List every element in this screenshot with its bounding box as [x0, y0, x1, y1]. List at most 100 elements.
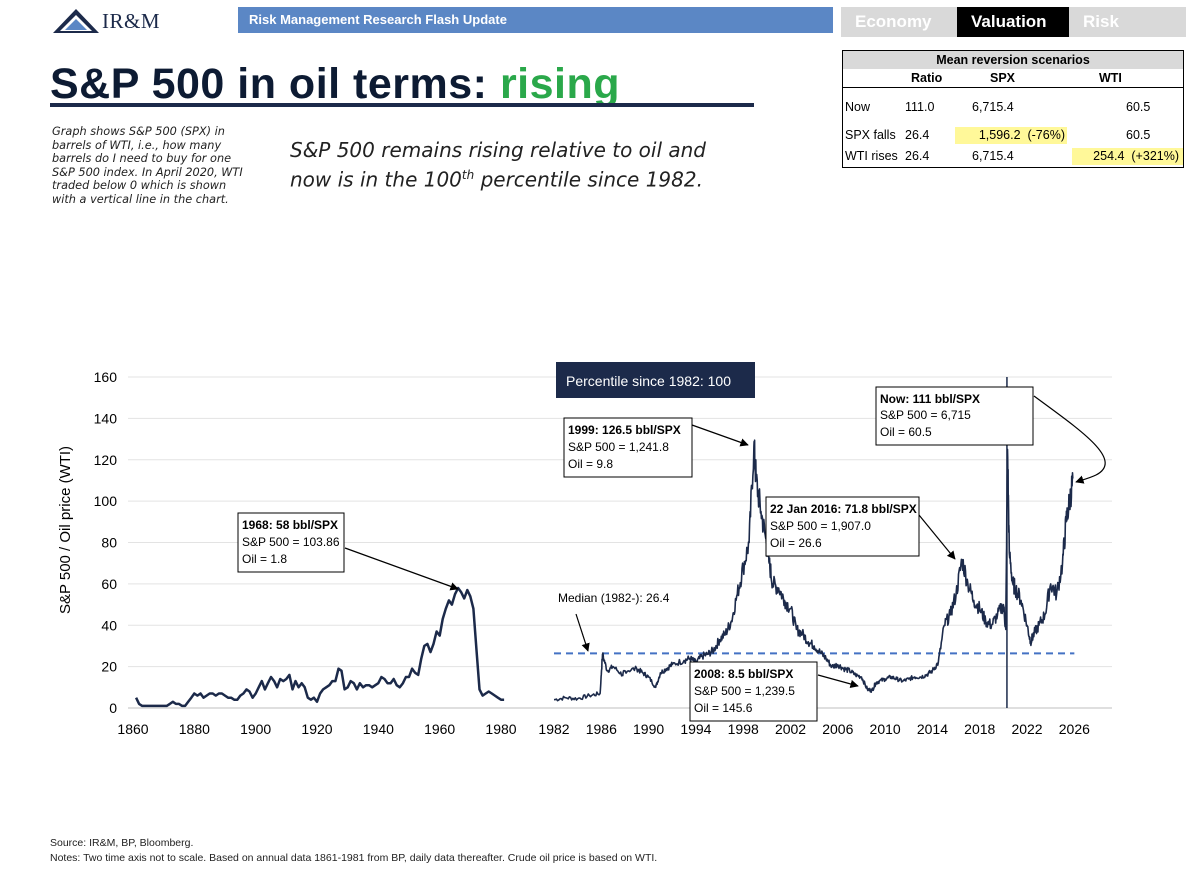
annotation-2008: 2008: 8.5 bbl/SPX S&P 500 = 1,239.5 Oil … [689, 661, 859, 722]
x-tick-label: 2002 [775, 721, 806, 737]
y-axis-ticks: 0 20 40 60 80 100 120 140 160 [94, 369, 118, 716]
headline: S&P 500 remains rising relative to oil a… [290, 138, 810, 193]
median-arrow [575, 613, 590, 652]
row-spx-falls-ratio: 26.4 [905, 128, 930, 142]
annotation-1968: 1968: 58 bbl/SPX S&P 500 = 103.86 Oil = … [237, 512, 459, 591]
annotation-1999-line-1: S&P 500 = 1,241.8 [568, 440, 669, 454]
y-tick-label: 160 [94, 369, 118, 385]
col-header-spx: SPX [990, 71, 1016, 85]
headline-line-2-pre: now is in the 100 [290, 167, 462, 192]
annotation-2008-line-2: Oil = 145.6 [694, 701, 753, 715]
row-now-ratio: 111.0 [905, 100, 935, 114]
annotation-2016: 22 Jan 2016: 71.8 bbl/SPX S&P 500 = 1,90… [765, 496, 956, 560]
scenario-table-header: Ratio SPX WTI [843, 70, 1183, 88]
x-tick-label: 2018 [964, 721, 995, 737]
row-spx-falls-wti: 60.5 [1126, 128, 1151, 142]
y-tick-label: 40 [101, 617, 117, 633]
x-tick-label: 1880 [179, 721, 210, 737]
x-tick-label: 1982 [538, 721, 569, 737]
annotation-now-line-2: Oil = 60.5 [880, 425, 932, 439]
row-wti-rises-label: WTI rises [845, 149, 898, 163]
annotation-1999-title: 1999: 126.5 bbl/SPX [568, 423, 681, 437]
col-header-ratio: Ratio [911, 71, 943, 85]
x-tick-label: 1994 [680, 721, 711, 737]
banner: Risk Management Research Flash Update [238, 7, 833, 33]
triangle-logo-icon [53, 9, 99, 33]
x-tick-label: 1920 [301, 721, 332, 737]
brand-logo: IR&M [52, 4, 192, 34]
x-tick-label: 2010 [870, 721, 901, 737]
footer: Source: IR&M, BP, Bloomberg. Notes: Two … [50, 836, 657, 866]
tab-economy[interactable]: Economy [841, 7, 957, 37]
annotation-2016-title: 22 Jan 2016: 71.8 bbl/SPX [770, 502, 917, 516]
headline-line-2: now is in the 100th percentile since 198… [290, 163, 810, 193]
percentile-box-text: Percentile since 1982: 100 [566, 373, 731, 389]
annotation-2016-line-1: S&P 500 = 1,907.0 [770, 519, 871, 533]
y-tick-label: 100 [94, 493, 118, 509]
page-title: S&P 500 in oil terms: rising [50, 60, 620, 109]
notes: Notes: Two time axis not to scale. Based… [50, 852, 658, 864]
annotation-2008-line-1: S&P 500 = 1,239.5 [694, 684, 795, 698]
x-tick-label: 1998 [728, 721, 759, 737]
row-wti-rises-ratio: 26.4 [905, 149, 930, 163]
x-tick-label: 2006 [822, 721, 853, 737]
annotation-1968-line-2: Oil = 1.8 [242, 552, 287, 566]
y-tick-label: 80 [101, 535, 117, 551]
y-tick-label: 0 [109, 700, 117, 716]
annotation-2016-line-2: Oil = 26.6 [770, 536, 822, 550]
row-spx-falls-label: SPX falls [845, 128, 896, 142]
row-wti-rises-wti: 254.4 (+321%) [1072, 148, 1183, 165]
col-header-wti: WTI [1099, 71, 1122, 85]
brand-name: IR&M [102, 9, 161, 33]
x-tick-label: 1980 [485, 721, 516, 737]
row-now-label: Now [845, 100, 871, 114]
annotation-now-title: Now: 111 bbl/SPX [880, 392, 980, 406]
x-tick-label: 2026 [1059, 721, 1090, 737]
headline-line-1: S&P 500 remains rising relative to oil a… [290, 138, 707, 162]
y-axis-label: S&P 500 / Oil price (WTI) [57, 446, 74, 614]
tab-valuation[interactable]: Valuation [957, 7, 1069, 37]
scenario-table-title: Mean reversion scenarios [843, 51, 1183, 69]
x-tick-label: 1990 [633, 721, 664, 737]
series-line-left [134, 586, 505, 708]
percentile-box [556, 362, 755, 398]
y-tick-label: 60 [101, 576, 117, 592]
tab-bar: Economy Valuation Risk [841, 7, 1186, 37]
x-axis-ticks-left: 1860 1880 1900 1920 1940 1960 1980 [117, 721, 516, 737]
y-tick-label: 20 [101, 659, 117, 675]
headline-line-2-sup: th [461, 168, 475, 182]
row-spx-falls-spx: 1,596.2 (-76%) [955, 127, 1067, 144]
x-tick-label: 1900 [240, 721, 271, 737]
annotation-1968-line-1: S&P 500 = 103.86 [242, 535, 340, 549]
x-tick-label: 1986 [586, 721, 617, 737]
banner-title: Risk Management Research Flash Update [249, 12, 507, 27]
annotation-now-line-1: S&P 500 = 6,715 [880, 408, 971, 422]
scenario-table: Mean reversion scenarios Ratio SPX WTI N… [842, 50, 1184, 168]
annotation-now: Now: 111 bbl/SPX S&P 500 = 6,715 Oil = 6… [875, 386, 1106, 484]
chart-description: Graph shows S&P 500 (SPX) in barrels of … [52, 125, 243, 206]
x-axis-ticks-right: 1982 1986 1990 1994 1998 2002 2006 2010 2014 2018… [538, 721, 1090, 737]
annotation-1999: 1999: 126.5 bbl/SPX S&P 500 = 1,241.8 Oi… [563, 417, 749, 478]
headline-line-2-post: percentile since 1982. [474, 167, 703, 192]
title-rule [50, 103, 754, 107]
annotation-1968-title: 1968: 58 bbl/SPX [242, 518, 338, 532]
annotation-1999-line-2: Oil = 9.8 [568, 457, 613, 471]
row-now-spx: 6,715.4 [972, 100, 1014, 114]
x-tick-label: 2014 [917, 721, 948, 737]
annotation-2008-title: 2008: 8.5 bbl/SPX [694, 667, 793, 681]
row-wti-rises-spx: 6,715.4 [972, 149, 1014, 163]
row-now-wti: 60.5 [1126, 100, 1151, 114]
median-label: Median (1982-): 26.4 [558, 591, 670, 605]
page-title-main: S&P 500 in oil terms: [50, 60, 500, 108]
x-tick-label: 1940 [363, 721, 394, 737]
y-tick-label: 120 [94, 452, 118, 468]
x-tick-label: 1960 [424, 721, 455, 737]
tab-risk[interactable]: Risk [1069, 7, 1186, 37]
x-tick-label: 1860 [117, 721, 148, 737]
series-line-right [553, 439, 1074, 702]
y-tick-label: 140 [94, 410, 118, 426]
x-tick-label: 2022 [1011, 721, 1042, 737]
source-note: Source: IR&M, BP, Bloomberg. [50, 837, 194, 849]
page-title-highlight: rising [499, 60, 621, 108]
